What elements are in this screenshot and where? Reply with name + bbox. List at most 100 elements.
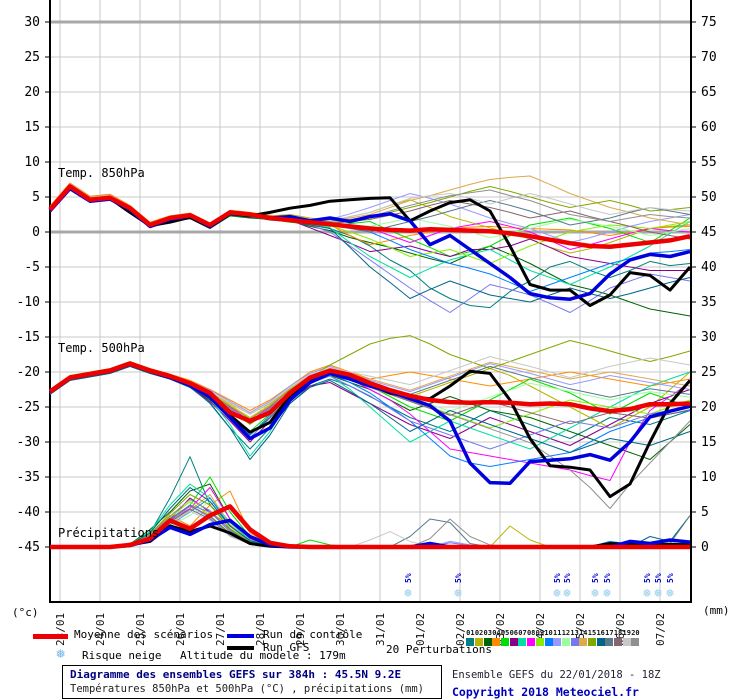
pert-number: 19 bbox=[622, 629, 631, 637]
pert-color-swatch bbox=[596, 638, 605, 646]
svg-text:5: 5 bbox=[32, 190, 40, 205]
pert-legend-item: 18 bbox=[614, 628, 623, 646]
svg-text:-40: -40 bbox=[17, 505, 40, 520]
svg-text:❅: ❅ bbox=[643, 585, 652, 601]
svg-text:20: 20 bbox=[24, 85, 40, 100]
pert-legend-item: 04 bbox=[492, 628, 501, 646]
pert-number: 10 bbox=[544, 629, 553, 637]
pert-number: 15 bbox=[587, 629, 597, 637]
svg-text:35: 35 bbox=[701, 295, 717, 310]
svg-text:26/01: 26/01 bbox=[174, 613, 187, 646]
pert-number: 03 bbox=[483, 629, 492, 637]
pert-color-swatch bbox=[483, 638, 492, 646]
pert-legend-item: 13 bbox=[570, 628, 579, 646]
svg-text:07/02: 07/02 bbox=[654, 613, 667, 646]
pert-number: 16 bbox=[596, 629, 605, 637]
svg-text:5%: 5% bbox=[643, 573, 652, 583]
pert-color-swatch bbox=[535, 638, 544, 646]
svg-text:-45: -45 bbox=[17, 540, 40, 555]
pert-number: 17 bbox=[605, 629, 614, 637]
pert-number: 09 bbox=[535, 629, 545, 637]
pert-color-swatch bbox=[587, 638, 596, 646]
pert-color-swatch bbox=[553, 638, 562, 646]
mean-legend-label: Moyenne des scénarios bbox=[74, 628, 214, 641]
pert-number: 06 bbox=[509, 629, 518, 637]
svg-text:Précipitations: Précipitations bbox=[58, 526, 159, 540]
snowflake-icon: ❅ bbox=[56, 644, 66, 662]
svg-text:5%: 5% bbox=[553, 573, 562, 583]
svg-text:25: 25 bbox=[24, 50, 40, 65]
left-axis-unit: (°c) bbox=[12, 606, 39, 619]
svg-text:5%: 5% bbox=[666, 573, 675, 583]
pert-color-swatch bbox=[466, 638, 475, 646]
pert-legend-item: 06 bbox=[509, 628, 518, 646]
svg-text:50: 50 bbox=[701, 190, 717, 205]
svg-text:5%: 5% bbox=[603, 573, 612, 583]
svg-text:40: 40 bbox=[701, 260, 717, 275]
svg-text:15: 15 bbox=[701, 435, 717, 450]
svg-text:-5: -5 bbox=[24, 260, 40, 275]
svg-text:-20: -20 bbox=[17, 365, 40, 380]
svg-text:02/02: 02/02 bbox=[454, 613, 467, 646]
svg-text:5: 5 bbox=[701, 505, 709, 520]
pert-color-swatch bbox=[518, 638, 527, 646]
svg-text:55: 55 bbox=[701, 155, 717, 170]
svg-text:60: 60 bbox=[701, 120, 717, 135]
svg-text:05/02: 05/02 bbox=[574, 613, 587, 646]
copyright: Copyright 2018 Meteociel.fr bbox=[452, 685, 639, 699]
svg-text:04/02: 04/02 bbox=[534, 613, 547, 646]
svg-text:28/01: 28/01 bbox=[254, 613, 267, 646]
svg-text:27/01: 27/01 bbox=[214, 613, 227, 646]
pert-color-swatch bbox=[579, 638, 588, 646]
svg-text:❅: ❅ bbox=[603, 585, 612, 601]
pert-color-swatch bbox=[622, 638, 631, 646]
svg-text:❅: ❅ bbox=[591, 585, 600, 601]
pert-number: 13 bbox=[570, 629, 579, 637]
svg-text:25/01: 25/01 bbox=[134, 613, 147, 646]
svg-text:65: 65 bbox=[701, 85, 717, 100]
svg-text:31/01: 31/01 bbox=[374, 613, 387, 646]
svg-text:-10: -10 bbox=[17, 295, 40, 310]
pert-number: 11 bbox=[553, 629, 562, 637]
svg-text:5%: 5% bbox=[591, 573, 600, 583]
svg-text:❅: ❅ bbox=[666, 585, 675, 601]
ensemble-chart: 302520151050-5-10-15-20-25-30-35-40-4575… bbox=[17, 0, 717, 646]
svg-text:-15: -15 bbox=[17, 330, 40, 345]
control-line-swatch bbox=[227, 634, 254, 638]
svg-text:❅: ❅ bbox=[454, 585, 463, 601]
pert-legend-item: 11 bbox=[553, 628, 562, 646]
pert-legend-item: 09 bbox=[536, 628, 545, 646]
svg-text:❅: ❅ bbox=[404, 585, 413, 601]
pert-number: 14 bbox=[579, 629, 588, 637]
svg-text:❅: ❅ bbox=[563, 585, 572, 601]
control-legend-label: Run de contrôle bbox=[263, 628, 363, 641]
svg-text:75: 75 bbox=[701, 15, 717, 30]
svg-text:23/01: 23/01 bbox=[54, 613, 67, 646]
svg-text:5%: 5% bbox=[404, 573, 413, 583]
svg-text:30/01: 30/01 bbox=[334, 613, 347, 646]
model-altitude-label: Altitude du modele : 179m bbox=[180, 649, 346, 662]
perturbation-color-legend: 01 02 03 04 05 06 07 08 09 10 11 12 13 14 15 16 17 18 19 20 bbox=[466, 628, 640, 646]
pert-legend-item: 03 bbox=[483, 628, 492, 646]
pert-color-swatch bbox=[544, 638, 553, 646]
svg-text:20: 20 bbox=[701, 400, 717, 415]
svg-text:❅: ❅ bbox=[654, 585, 663, 601]
pert-color-swatch bbox=[614, 638, 623, 646]
pert-legend-item: 08 bbox=[527, 628, 536, 646]
gfs-line-swatch bbox=[227, 646, 254, 650]
svg-text:24/01: 24/01 bbox=[94, 613, 107, 646]
pert-number: 08 bbox=[526, 629, 536, 637]
svg-text:15: 15 bbox=[24, 120, 40, 135]
pert-number: 01 bbox=[466, 629, 475, 637]
svg-text:Temp. 850hPa: Temp. 850hPa bbox=[58, 166, 145, 180]
diagram-subtitle: Températures 850hPa et 500hPa (°C) , pré… bbox=[70, 683, 425, 695]
svg-text:03/02: 03/02 bbox=[494, 613, 507, 646]
svg-text:06/02: 06/02 bbox=[614, 613, 627, 646]
pert-number: 18 bbox=[613, 629, 623, 637]
pert-legend-item: 15 bbox=[588, 628, 597, 646]
pert-color-swatch bbox=[631, 638, 640, 646]
pert-color-swatch bbox=[561, 638, 570, 646]
pert-number: 05 bbox=[500, 629, 510, 637]
footer-box bbox=[62, 665, 442, 699]
pert-number: 12 bbox=[561, 629, 571, 637]
